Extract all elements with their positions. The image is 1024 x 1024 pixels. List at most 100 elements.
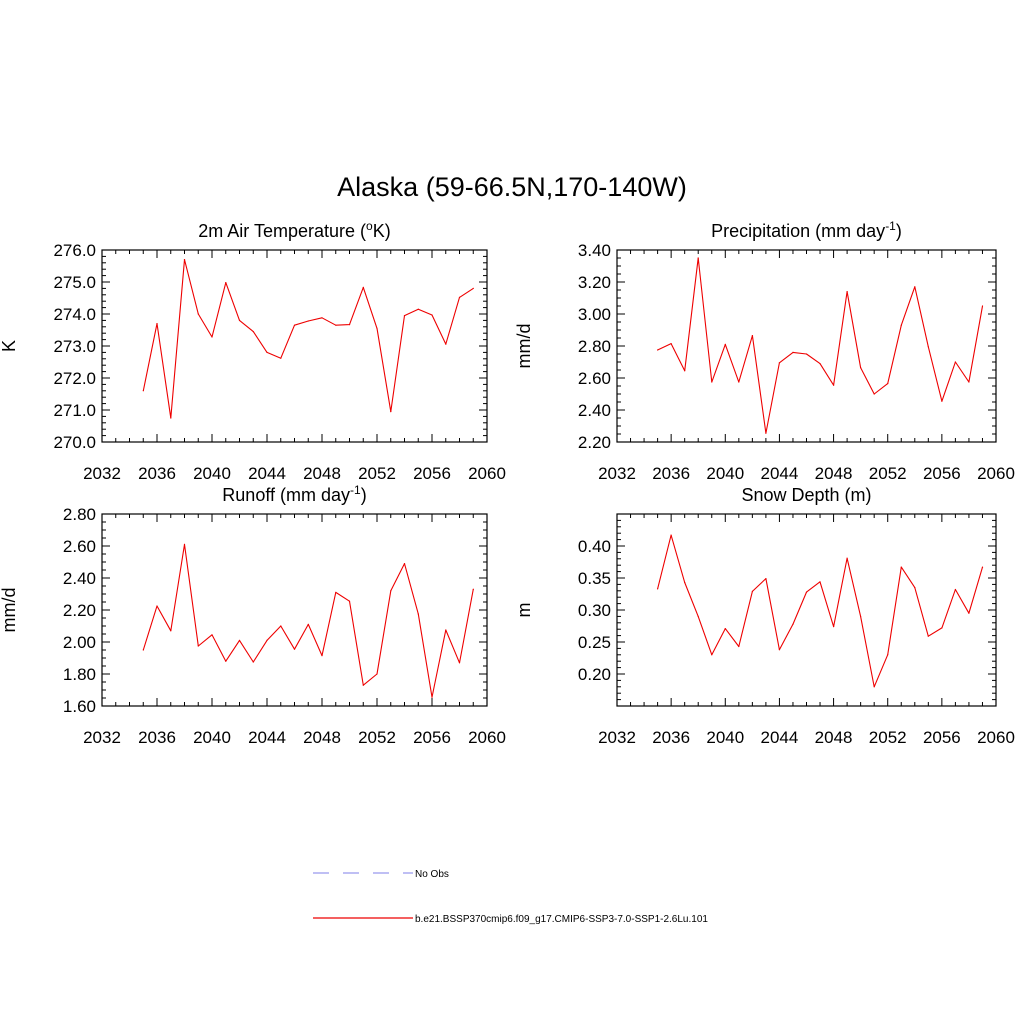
data-point xyxy=(417,613,419,615)
data-point xyxy=(280,625,282,627)
data-point xyxy=(751,335,754,337)
legend-model-label: b.e21.BSSP370cmip6.f09_g17.CMIP6-SSP3-7.… xyxy=(415,914,708,925)
data-point xyxy=(657,349,659,351)
y-tick-label: 3.40 xyxy=(578,241,611,260)
data-point xyxy=(403,563,406,565)
x-tick-label: 2036 xyxy=(138,464,176,483)
x-tick-label: 2048 xyxy=(303,464,341,483)
data-point xyxy=(417,308,419,310)
y-tick-label: 2.60 xyxy=(578,369,611,388)
data-point xyxy=(724,343,726,345)
data-point xyxy=(860,367,862,369)
data-point xyxy=(968,612,970,614)
data-point xyxy=(170,417,172,419)
data-point xyxy=(724,628,726,630)
data-point xyxy=(887,383,889,385)
x-tick-label: 2052 xyxy=(358,728,396,747)
x-tick-label: 2036 xyxy=(652,728,690,747)
data-point xyxy=(142,649,144,651)
data-point xyxy=(792,623,794,625)
y-tick-label: 271.0 xyxy=(53,401,96,420)
data-point xyxy=(711,654,713,656)
data-point xyxy=(445,343,447,345)
data-point xyxy=(778,649,781,651)
data-point xyxy=(431,696,433,698)
data-point xyxy=(819,581,821,583)
data-point xyxy=(819,363,821,365)
data-point xyxy=(142,390,144,392)
data-point xyxy=(321,317,323,319)
data-point xyxy=(833,626,835,628)
data-point xyxy=(900,566,902,568)
x-tick-label: 2056 xyxy=(923,728,961,747)
panel-title-main: Runoff (mm day xyxy=(222,485,350,505)
data-point xyxy=(765,432,767,434)
data-point xyxy=(887,654,889,656)
data-point xyxy=(156,605,158,607)
panel-title-precipitation: Precipitation (mm day-1) xyxy=(711,219,902,241)
data-point xyxy=(738,645,740,648)
y-tick-label: 2.40 xyxy=(63,569,96,588)
data-point xyxy=(348,324,351,326)
data-point xyxy=(197,645,199,647)
data-point xyxy=(670,343,672,345)
x-tick-label: 2060 xyxy=(468,728,506,747)
chart-precipitation: Precipitation (mm day-1) 2032 2036 2040 2044… xyxy=(514,219,1015,483)
data-point xyxy=(266,639,268,642)
x-tick-label: 2040 xyxy=(706,728,744,747)
y-tick-label: 0.25 xyxy=(578,633,611,652)
x-tick-label: 2052 xyxy=(358,464,396,483)
data-point xyxy=(751,590,754,593)
data-point xyxy=(280,357,282,359)
data-point xyxy=(376,327,378,329)
data-point xyxy=(765,578,767,580)
y-axis-label: K xyxy=(0,340,19,352)
legend-no-obs-label: No Obs xyxy=(415,869,449,880)
panel-title-main: Precipitation (mm day xyxy=(711,221,885,241)
data-point xyxy=(927,635,929,637)
y-tick-label: 2.60 xyxy=(63,537,96,556)
data-point xyxy=(376,673,378,675)
x-tick-label: 2040 xyxy=(706,464,744,483)
x-tick-label: 2044 xyxy=(248,728,286,747)
panel-title-superscript: o xyxy=(366,219,373,233)
x-tick-label: 2032 xyxy=(83,728,121,747)
data-point xyxy=(211,336,213,338)
data-point xyxy=(941,627,943,629)
panel-title-tail: ) xyxy=(361,485,367,505)
x-tick-label: 2032 xyxy=(598,464,636,483)
panel-title-snow_depth: Snow Depth (m) xyxy=(741,485,871,505)
y-tick-label: 0.40 xyxy=(578,537,611,556)
data-point xyxy=(252,661,254,663)
x-tick-label: 2048 xyxy=(303,728,341,747)
y-tick-label: 272.0 xyxy=(53,369,96,388)
y-axis-label: mm/d xyxy=(514,324,534,369)
x-tick-label: 2060 xyxy=(977,464,1015,483)
data-point xyxy=(778,362,781,364)
x-tick-label: 2056 xyxy=(413,728,451,747)
data-point xyxy=(403,315,406,317)
y-tick-label: 270.0 xyxy=(53,433,96,452)
data-point xyxy=(711,381,713,383)
data-point xyxy=(458,296,461,298)
data-point xyxy=(833,384,835,386)
data-point xyxy=(183,259,186,261)
chart-temperature: 2m Air Temperature (oK) 2032 2036 2040 2044 2… xyxy=(0,219,506,483)
panel-title-main: 2m Air Temperature ( xyxy=(198,221,366,241)
y-tick-label: 2.80 xyxy=(63,505,96,524)
data-point xyxy=(156,323,158,325)
chart-runoff: Runoff (mm day-1) 2032 2036 2040 2044 2048 205… xyxy=(0,483,506,747)
data-point xyxy=(183,543,186,546)
data-point xyxy=(445,629,447,631)
panel-title-tail: K) xyxy=(373,221,391,241)
y-tick-label: 1.80 xyxy=(63,665,96,684)
y-tick-label: 0.30 xyxy=(578,601,611,620)
y-axis-label: mm/d xyxy=(0,588,19,633)
data-point xyxy=(846,291,848,293)
x-tick-label: 2044 xyxy=(761,728,799,747)
data-point xyxy=(954,588,957,591)
y-axis-label: m xyxy=(514,603,534,618)
data-point xyxy=(293,648,296,650)
